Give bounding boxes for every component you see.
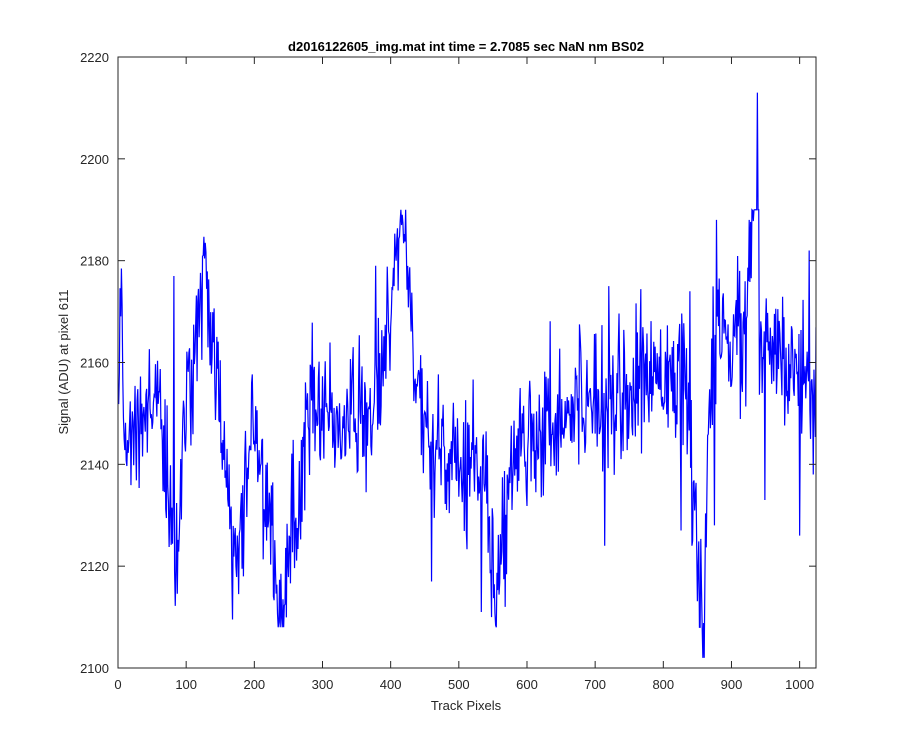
x-axis: 0 100 200 300 400 500 600 700 800 900 1000	[114, 57, 814, 692]
x-tick-label: 400	[380, 677, 402, 692]
x-tick-label: 1000	[785, 677, 814, 692]
y-tick-label: 2100	[80, 661, 109, 676]
signal-line	[118, 92, 816, 658]
y-tick-label: 2160	[80, 356, 109, 371]
y-axis-label: Signal (ADU) at pixel 611	[56, 290, 71, 435]
y-axis: 2100 2120 2140 2160 2180 2200 2220	[80, 50, 816, 676]
x-tick-label: 100	[175, 677, 197, 692]
x-tick-label: 200	[243, 677, 265, 692]
y-tick-label: 2200	[80, 152, 109, 167]
y-tick-label: 2180	[80, 254, 109, 269]
x-tick-label: 600	[516, 677, 538, 692]
x-tick-label: 700	[584, 677, 606, 692]
x-tick-label: 800	[652, 677, 674, 692]
y-tick-label: 2140	[80, 457, 109, 472]
x-tick-label: 500	[448, 677, 470, 692]
x-tick-label: 0	[114, 677, 121, 692]
x-tick-label: 900	[721, 677, 743, 692]
y-tick-label: 2220	[80, 50, 109, 65]
y-tick-label: 2120	[80, 559, 109, 574]
chart-title: d2016122605_img.mat int time = 2.7085 se…	[288, 39, 644, 54]
x-axis-label: Track Pixels	[431, 698, 502, 713]
signal-series	[118, 92, 816, 658]
x-tick-label: 300	[312, 677, 334, 692]
